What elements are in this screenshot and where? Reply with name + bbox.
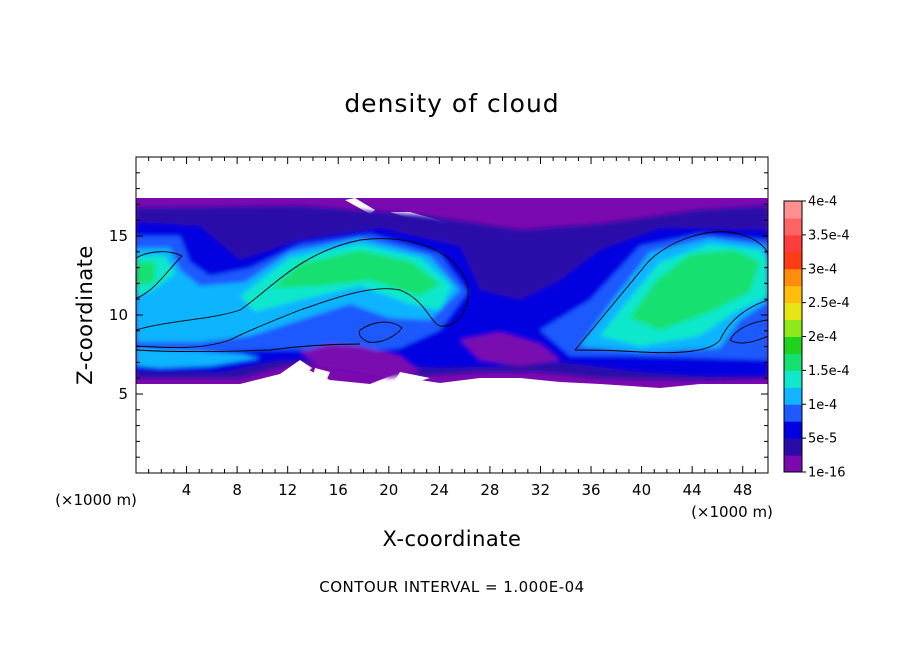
colorbar-swatch (784, 336, 802, 354)
x-tick-label: 40 (632, 481, 651, 499)
x-unit-label: (×1000 m) (691, 503, 773, 521)
colorbar-swatch (784, 251, 802, 270)
y-tick-label: 5 (118, 385, 128, 403)
colorbar-label: 3.5e-4 (808, 228, 850, 243)
x-tick-label: 8 (232, 481, 242, 499)
x-tick-label: 36 (581, 481, 600, 499)
x-tick-label: 48 (733, 481, 752, 499)
colorbar-label: 1e-4 (808, 398, 837, 413)
colorbar-swatch (784, 455, 802, 473)
contour-lower-left (136, 343, 361, 352)
colorbar-swatch (784, 201, 802, 219)
colorbar-label: 5e-5 (808, 432, 837, 447)
colorbar-label: 2e-4 (808, 330, 837, 345)
colorbar-label: 4e-4 (808, 195, 837, 210)
contour-right-inner (729, 319, 768, 344)
y-unit-label: (×1000 m) (55, 491, 137, 509)
contour-interval-note: CONTOUR INTERVAL = 1.000E-04 (319, 578, 584, 596)
swirls-purple (300, 332, 560, 378)
colorbar-label: 2.5e-4 (808, 296, 850, 311)
density-blobs (136, 206, 768, 380)
gap-bottom (280, 360, 430, 384)
x-tick-label: 44 (683, 481, 702, 499)
band-green (136, 250, 760, 330)
x-tick-label: 20 (379, 481, 398, 499)
contour-right-blob (574, 231, 768, 354)
colorbar-swatch (784, 370, 802, 388)
colorbar-swatch (784, 234, 802, 253)
colorbar-swatch (784, 404, 802, 422)
colorbar-label: 1.5e-4 (808, 364, 850, 379)
contour-main-arc (136, 238, 469, 349)
x-axis-label: X-coordinate (383, 527, 522, 551)
contour-upper-left (136, 251, 183, 299)
colorbar-swatch (784, 285, 802, 304)
y-axis-label: Z-coordinate (73, 245, 97, 385)
colorbar-swatch (784, 268, 802, 287)
x-axis-ticks: 4 8 12 16 20 24 28 32 36 40 44 48 (148, 157, 756, 499)
colorbar: 1e-16 5e-5 1e-4 1.5e-4 2e-4 2.5e-4 3e-4 3.5e-4 4… (783, 195, 850, 481)
y-tick-label: 15 (109, 227, 128, 245)
y-tick-label: 10 (109, 306, 128, 324)
y-axis-ticks: 5 10 15 (109, 172, 768, 458)
density-field (136, 198, 768, 388)
colorbar-swatch (784, 217, 802, 236)
x-tick-label: 32 (531, 481, 550, 499)
x-tick-label: 4 (182, 481, 192, 499)
colorbar-label: 3e-4 (808, 262, 837, 277)
contour-lines (136, 231, 768, 354)
colorbar-swatch (784, 302, 802, 321)
x-tick-label: 24 (430, 481, 449, 499)
colorbar-swatch (784, 421, 802, 439)
chart-title: density of cloud (344, 89, 559, 118)
colorbar-swatch (784, 319, 802, 337)
colorbar-swatch (784, 387, 802, 405)
band-lower-streaks (136, 348, 260, 368)
colorbar-swatch (784, 353, 802, 371)
x-tick-label: 16 (329, 481, 348, 499)
x-tick-label: 12 (278, 481, 297, 499)
colorbar-label: 1e-16 (808, 466, 846, 481)
colorbar-swatch (784, 438, 802, 456)
contour-small-loop (358, 321, 403, 343)
x-tick-label: 28 (480, 481, 499, 499)
